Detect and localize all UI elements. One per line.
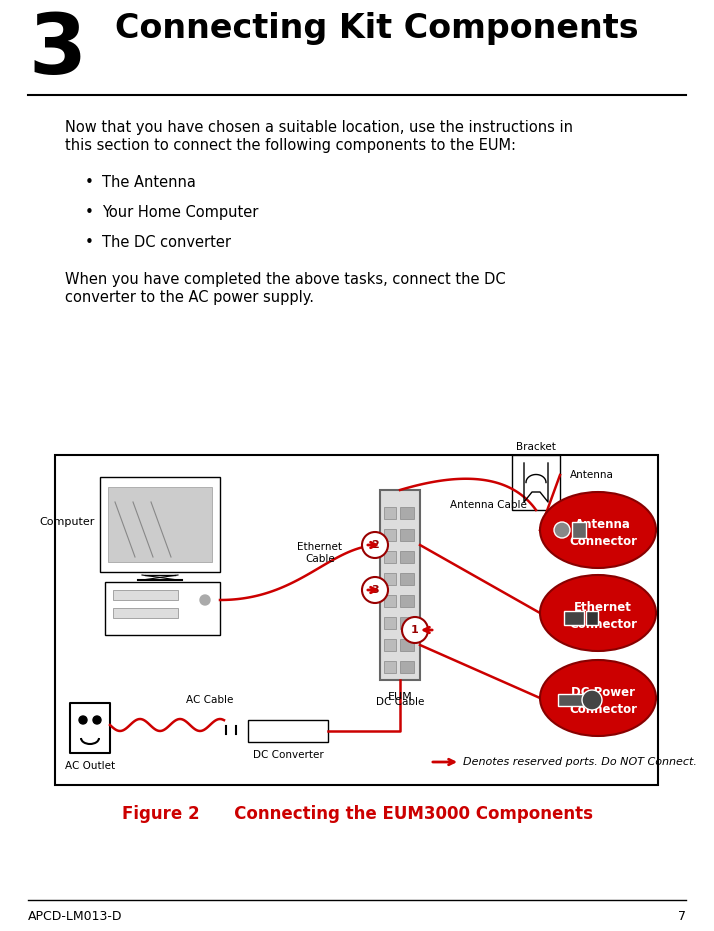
Text: Ethernet
Cable: Ethernet Cable: [298, 542, 343, 564]
Bar: [400, 661, 414, 673]
Text: this section to connect the following components to the EUM:: this section to connect the following co…: [65, 138, 516, 153]
Bar: [380, 490, 420, 680]
Text: •: •: [85, 175, 94, 190]
Circle shape: [554, 522, 570, 538]
Circle shape: [582, 690, 602, 710]
Text: converter to the AC power supply.: converter to the AC power supply.: [65, 290, 314, 305]
Text: Figure 2      Connecting the EUM3000 Components: Figure 2 Connecting the EUM3000 Componen…: [121, 805, 593, 823]
Text: Ethernet: Ethernet: [574, 600, 632, 614]
Bar: [100, 477, 220, 572]
Bar: [586, 611, 598, 625]
Bar: [108, 487, 212, 562]
Bar: [384, 639, 396, 651]
Bar: [55, 455, 658, 785]
Text: 2: 2: [371, 540, 379, 550]
Circle shape: [200, 595, 210, 605]
Text: DC Power: DC Power: [571, 686, 635, 699]
Text: The DC converter: The DC converter: [102, 235, 231, 250]
Ellipse shape: [540, 492, 656, 568]
Ellipse shape: [540, 575, 656, 651]
Bar: [113, 608, 178, 618]
Text: 1: 1: [411, 625, 419, 635]
Text: 7: 7: [678, 910, 686, 923]
Bar: [400, 595, 414, 607]
Text: •: •: [85, 205, 94, 220]
Text: When you have completed the above tasks, connect the DC: When you have completed the above tasks,…: [65, 272, 506, 287]
Circle shape: [402, 617, 428, 643]
Bar: [400, 639, 414, 651]
Text: DC Converter: DC Converter: [253, 750, 323, 760]
Circle shape: [362, 577, 388, 603]
Text: Connector: Connector: [569, 703, 637, 716]
Bar: [384, 573, 396, 585]
Bar: [384, 529, 396, 541]
Text: Denotes reserved ports. Do NOT Connect.: Denotes reserved ports. Do NOT Connect.: [463, 757, 697, 767]
Bar: [558, 694, 583, 706]
Circle shape: [79, 716, 87, 724]
Bar: [384, 617, 396, 629]
Bar: [113, 590, 178, 600]
Text: The Antenna: The Antenna: [102, 175, 196, 190]
Bar: [400, 617, 414, 629]
Text: Bracket: Bracket: [516, 442, 556, 452]
Bar: [70, 703, 110, 753]
Bar: [384, 507, 396, 519]
Text: Now that you have chosen a suitable location, use the instructions in: Now that you have chosen a suitable loca…: [65, 120, 573, 135]
Text: DC Cable: DC Cable: [376, 697, 424, 707]
Text: APCD-LM013-D: APCD-LM013-D: [28, 910, 123, 923]
Bar: [105, 582, 220, 635]
Text: EUM: EUM: [388, 692, 413, 702]
Text: 3: 3: [28, 10, 86, 91]
Bar: [400, 529, 414, 541]
Ellipse shape: [540, 660, 656, 736]
Bar: [564, 611, 584, 625]
Text: AC Outlet: AC Outlet: [65, 761, 115, 771]
Text: 3: 3: [371, 585, 379, 595]
Text: Antenna: Antenna: [570, 470, 614, 480]
Circle shape: [93, 716, 101, 724]
Text: Connector: Connector: [569, 535, 637, 548]
Text: AC Cable: AC Cable: [186, 695, 233, 705]
Bar: [384, 595, 396, 607]
Bar: [384, 551, 396, 563]
Text: Connecting Kit Components: Connecting Kit Components: [115, 12, 638, 45]
Bar: [400, 573, 414, 585]
Bar: [512, 455, 560, 510]
Bar: [248, 720, 328, 742]
Text: Antenna Cable: Antenna Cable: [450, 500, 526, 510]
Bar: [384, 661, 396, 673]
Text: Connector: Connector: [569, 618, 637, 631]
Text: Antenna: Antenna: [575, 518, 631, 531]
Bar: [400, 551, 414, 563]
Text: Computer: Computer: [39, 517, 95, 527]
Bar: [400, 507, 414, 519]
Text: Your Home Computer: Your Home Computer: [102, 205, 258, 220]
Circle shape: [362, 532, 388, 558]
Bar: [572, 522, 586, 538]
Text: •: •: [85, 235, 94, 250]
